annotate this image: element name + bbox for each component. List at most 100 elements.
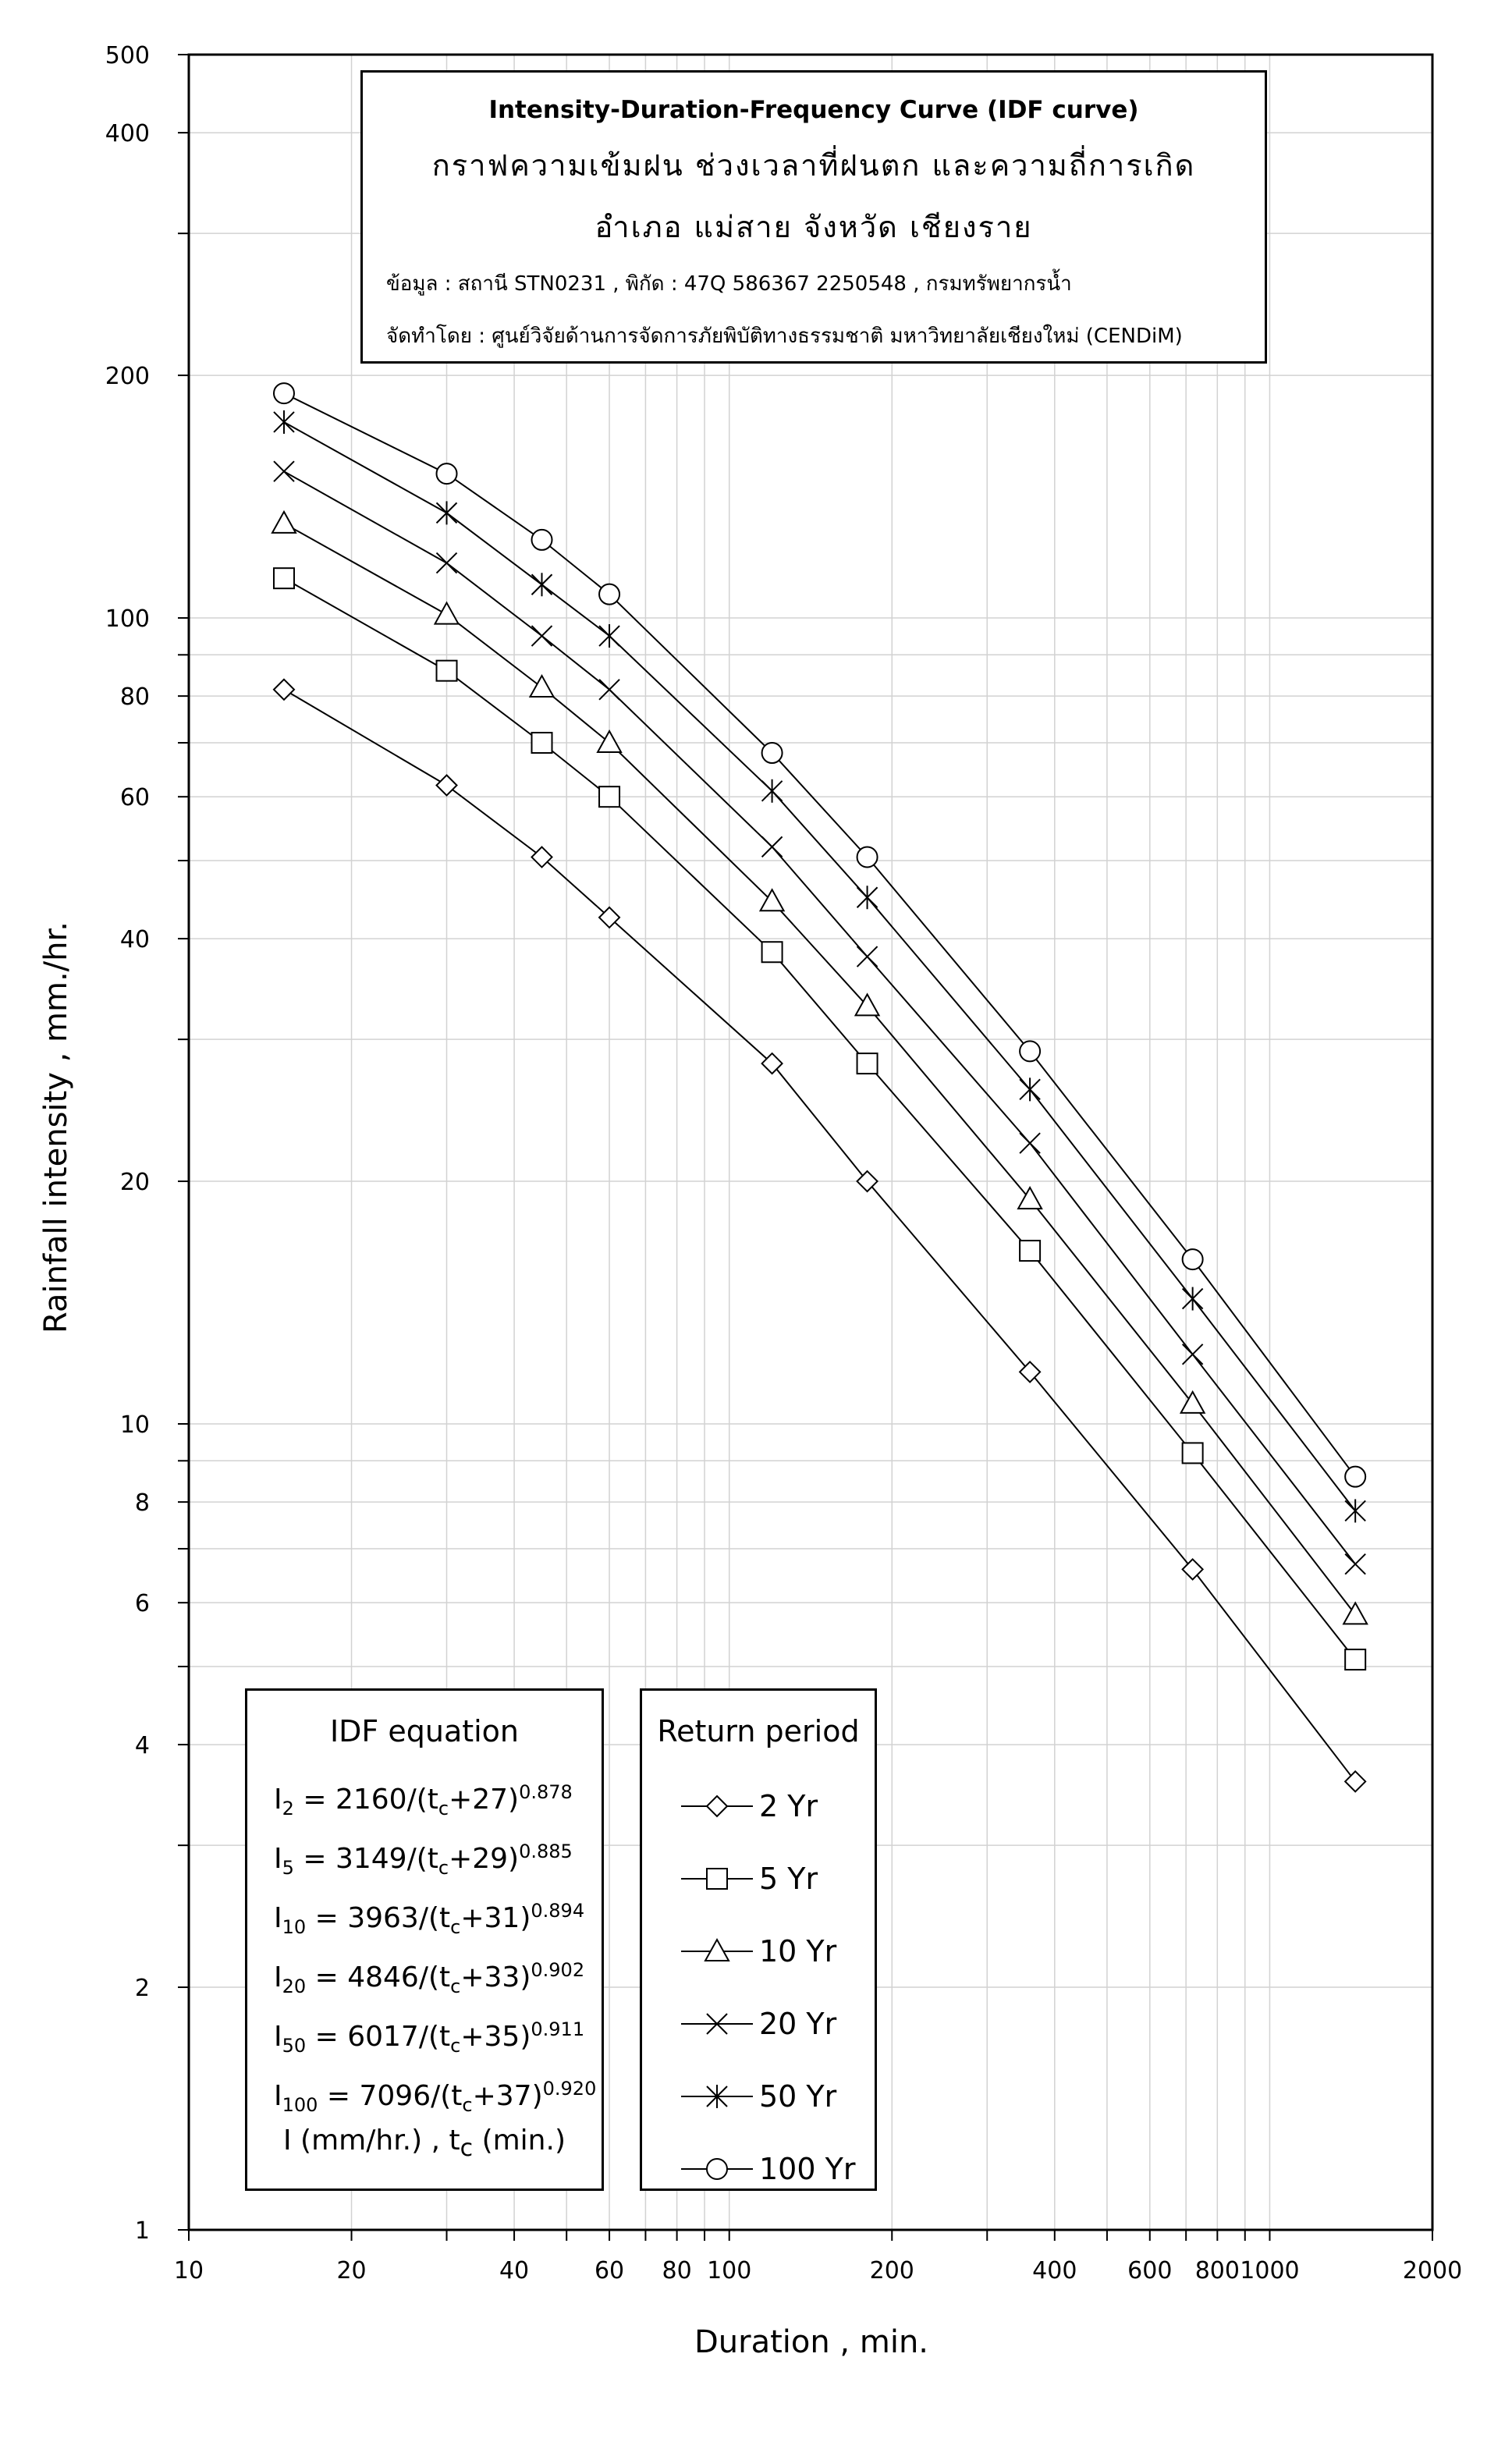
data-point-2-yr — [761, 1052, 783, 1075]
data-point-50-yr — [598, 624, 620, 648]
chart-subtitle-2: อำเภอ แม่สาย จังหวัด เชียงราย — [595, 210, 1033, 244]
series-line-2-yr — [283, 688, 1356, 1782]
equation-2yr: I2 = 2160/(tc+27)0.878 — [274, 1781, 573, 1820]
data-point-5-yr — [435, 659, 458, 682]
y-tick-label: 1 — [135, 2217, 150, 2245]
legend-item: 20 Yr — [642, 2000, 875, 2047]
data-point-10-yr — [1179, 1390, 1206, 1414]
y-tick-label: 100 — [105, 605, 150, 633]
data-point-50-yr — [531, 573, 553, 597]
data-point-2-yr — [1181, 1558, 1205, 1581]
data-point-5-yr — [1181, 1442, 1204, 1464]
y-tick-label: 6 — [135, 1590, 150, 1617]
data-source-note: ข้อมูล : สถานี STN0231 , พิกัด : 47Q 586… — [386, 272, 1072, 296]
legend-marker-icon — [681, 2085, 753, 2108]
equation-10yr: I10 = 3963/(tc+31)0.894 — [274, 1900, 585, 1939]
equation-box-title: IDF equation — [329, 1714, 520, 1748]
data-point-2-yr — [435, 774, 458, 797]
data-point-100-yr — [1181, 1248, 1204, 1271]
data-point-100-yr — [598, 583, 621, 605]
legend-label: 10 Yr — [759, 1934, 837, 1968]
legend-item: 10 Yr — [642, 1928, 875, 1975]
x-tick-label: 400 — [1032, 2257, 1077, 2284]
data-point-2-yr — [272, 678, 296, 701]
x-tick-label: 20 — [336, 2257, 366, 2284]
data-point-50-yr — [1344, 1499, 1366, 1523]
data-point-5-yr — [856, 1053, 878, 1075]
chart-title: Intensity-Duration-Frequency Curve (IDF … — [488, 96, 1139, 124]
data-point-2-yr — [531, 846, 553, 868]
equation-20yr: I20 = 4846/(tc+33)0.902 — [274, 1959, 585, 1998]
data-point-20-yr — [761, 836, 783, 858]
data-point-20-yr — [1019, 1132, 1041, 1154]
x-tick-label: 1000 — [1240, 2257, 1299, 2284]
data-point-100-yr — [531, 528, 553, 551]
data-point-5-yr — [761, 941, 783, 964]
data-point-50-yr — [1181, 1287, 1204, 1311]
data-point-20-yr — [1344, 1553, 1366, 1575]
x-tick-label: 100 — [707, 2257, 751, 2284]
legend-item: 50 Yr — [642, 2073, 875, 2120]
series-line-100-yr — [283, 392, 1357, 1478]
data-point-20-yr — [435, 552, 458, 574]
data-point-10-yr — [854, 992, 881, 1017]
plot-frame — [187, 53, 1434, 2231]
legend-item: 2 Yr — [642, 1783, 875, 1830]
data-point-20-yr — [531, 625, 553, 647]
x-tick-label: 800 — [1195, 2257, 1240, 2284]
y-tick-label: 200 — [105, 363, 150, 390]
legend: Return period 2 Yr 5 Yr 10 Yr 20 Yr 50 Yr 100… — [640, 1688, 877, 2191]
legend-label: 2 Yr — [759, 1789, 818, 1823]
data-point-10-yr — [528, 673, 555, 698]
x-tick-label: 40 — [499, 2257, 529, 2284]
data-point-50-yr — [273, 410, 295, 434]
plot-area-border — [187, 53, 1434, 2231]
legend-item: 100 Yr — [642, 2146, 875, 2192]
series-line-50-yr — [283, 421, 1356, 1512]
data-point-5-yr — [598, 786, 621, 808]
data-point-100-yr — [435, 463, 458, 485]
y-tick-label: 10 — [120, 1411, 150, 1439]
data-point-100-yr — [1344, 1465, 1367, 1488]
data-point-2-yr — [598, 906, 621, 929]
equation-units: I (mm/hr.) , tc (min.) — [283, 2125, 566, 2163]
data-point-10-yr — [596, 729, 623, 754]
x-tick-label: 80 — [662, 2257, 692, 2284]
data-point-50-yr — [761, 779, 783, 803]
equation-100yr: I100 = 7096/(tc+37)0.920 — [274, 2078, 597, 2117]
chart-subtitle-1: กราฟความเข้มฝน ช่วงเวลาที่ฝนตก และความถี… — [431, 148, 1196, 183]
legend-label: 20 Yr — [759, 2007, 837, 2041]
equation-5yr: I5 = 3149/(tc+29)0.885 — [274, 1841, 573, 1880]
y-tick-label: 8 — [135, 1489, 150, 1517]
y-tick-label: 80 — [120, 683, 150, 711]
data-point-10-yr — [758, 888, 786, 912]
y-tick-label: 500 — [105, 42, 150, 69]
data-point-5-yr — [1019, 1240, 1042, 1262]
data-point-20-yr — [1181, 1344, 1204, 1365]
data-point-5-yr — [531, 732, 553, 754]
data-point-5-yr — [272, 567, 295, 590]
legend-label: 5 Yr — [759, 1862, 818, 1896]
axis-ticks: 10 20 40 60 80 100 200 400 600 800 1000 2000 1 2 4 6 8 10… — [105, 42, 1462, 2284]
data-point-5-yr — [1344, 1649, 1367, 1671]
x-axis-title: Duration , min. — [694, 2324, 928, 2360]
legend-marker-icon — [681, 1794, 753, 1818]
x-tick-label: 10 — [174, 2257, 204, 2284]
data-point-50-yr — [435, 501, 458, 525]
equation-50yr: I50 = 6017/(tc+35)0.911 — [274, 2018, 585, 2057]
legend-marker-icon — [681, 1937, 753, 1961]
legend-marker-icon — [681, 2013, 753, 2035]
series-line-5-yr — [283, 577, 1356, 1660]
data-point-50-yr — [856, 886, 878, 910]
data-point-100-yr — [1019, 1040, 1042, 1063]
data-point-2-yr — [856, 1170, 878, 1193]
data-point-10-yr — [433, 601, 460, 625]
data-point-10-yr — [1342, 1601, 1368, 1625]
data-point-100-yr — [856, 846, 878, 868]
legend-marker-icon — [681, 1868, 753, 1890]
idf-equation-box: IDF equation I2 = 2160/(tc+27)0.878 I5 =… — [245, 1688, 604, 2191]
data-point-20-yr — [273, 460, 295, 482]
legend-label: 50 Yr — [759, 2079, 837, 2114]
data-point-100-yr — [272, 382, 295, 405]
